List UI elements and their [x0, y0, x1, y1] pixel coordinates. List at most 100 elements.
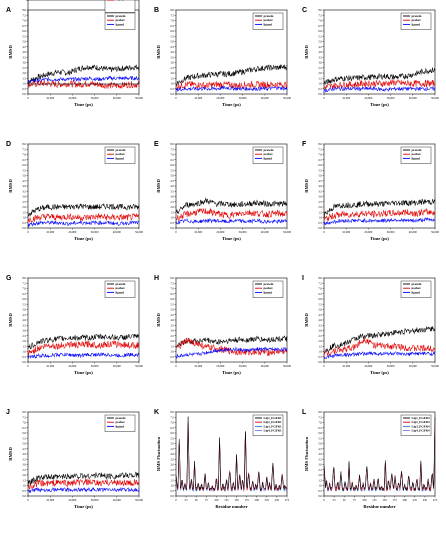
x-tick-label: 20,000: [68, 96, 77, 100]
y-tick-label: 2.5: [170, 334, 174, 338]
y-tick-label: 2.5: [22, 66, 26, 70]
y-tick-label: 6.5: [22, 158, 26, 162]
x-tick-label: 125: [224, 498, 229, 502]
y-tick-label: 6.0: [170, 297, 174, 301]
legend-entry: protein: [412, 282, 422, 286]
x-tick-label: 10,000: [342, 96, 351, 100]
y-tick-label: 2.0: [22, 71, 26, 75]
y-tick-label: 3.0: [170, 195, 174, 199]
y-tick-label: 8.0: [318, 276, 322, 280]
x-tick-label: 40,000: [113, 498, 122, 502]
x-tick-label: 40,000: [261, 96, 270, 100]
x-tick-label: 20,000: [68, 364, 77, 368]
y-tick-label: 7.5: [318, 281, 322, 285]
y-tick-label: 7.0: [22, 421, 26, 425]
y-tick-label: 6.0: [22, 29, 26, 33]
y-tick-label: 6.0: [170, 431, 174, 435]
x-tick-label: 0: [175, 96, 177, 100]
legend-entry: protein: [264, 148, 274, 152]
y-tick-label: 5.0: [318, 442, 322, 446]
y-tick-label: 6.5: [318, 158, 322, 162]
y-tick-label: 5.0: [170, 308, 174, 312]
x-tick-label: 20,000: [68, 230, 77, 234]
legend-entry: Lig2_FGFR4: [412, 420, 430, 424]
y-tick-label: 4.5: [170, 179, 174, 183]
series-line-ligand: [27, 352, 140, 359]
y-tick-label: 3.5: [318, 323, 322, 327]
y-tick-label: 3.0: [170, 329, 174, 333]
y-tick-label: 3.5: [170, 55, 174, 59]
y-tick-label: 0.5: [170, 489, 174, 493]
y-tick-label: 3.0: [22, 329, 26, 333]
y-tick-label: 6.0: [318, 29, 322, 33]
series-line-pocket: [175, 80, 288, 90]
x-tick-label: 0: [175, 230, 177, 234]
panel-label: D: [6, 141, 11, 148]
y-tick-label: 4.5: [170, 313, 174, 317]
x-tick-label: 250: [423, 498, 428, 502]
y-tick-label: 6.0: [318, 163, 322, 167]
y-tick-label: 6.0: [318, 297, 322, 301]
x-axis-label: Time (ps): [222, 370, 241, 375]
x-tick-label: 150: [382, 498, 387, 502]
y-tick-label: 4.5: [318, 313, 322, 317]
legend-entry: pocket: [116, 420, 126, 424]
y-axis-label: RMSD: [304, 179, 309, 193]
panel-F: F 0.00.51.0 1.52.02.53.0 3.54.04.55.0 5.56.0…: [302, 141, 440, 241]
x-axis-label: Time (ps): [74, 102, 93, 107]
y-tick-label: 1.5: [170, 478, 174, 482]
x-tick-label: 25: [333, 498, 336, 502]
y-tick-label: 4.0: [22, 0, 26, 1]
panel-A: A 0.00.51.0 1.52.02.53.0 3.54.04.55.0 5.56.0…: [6, 7, 144, 107]
y-tick-label: 5.5: [22, 34, 26, 38]
y-tick-label: 1.0: [318, 350, 322, 354]
x-tick-label: 0: [27, 364, 29, 368]
y-tick-label: 3.5: [318, 55, 322, 59]
legend-entry: protein: [116, 14, 126, 18]
x-axis-label: Time (ps): [222, 236, 241, 241]
x-tick-label: 30,000: [239, 230, 248, 234]
panel-E: E 0.00.51.0 1.52.02.53.0 3.54.04.55.0 5.56.0…: [154, 141, 292, 241]
x-tick-label: 0: [323, 498, 325, 502]
series-line-pocket: [27, 478, 140, 490]
panel-B: B 0.00.51.0 1.52.02.53.0 3.54.04.55.0 5.56.0…: [154, 7, 292, 107]
x-tick-label: 75: [57, 0, 60, 1]
legend-box: [104, 280, 136, 298]
y-tick-label: 5.5: [318, 168, 322, 172]
x-tick-label: 50: [195, 498, 198, 502]
legend-entry: ligand: [412, 156, 421, 160]
x-tick-label: 20,000: [364, 230, 373, 234]
y-tick-label: 6.0: [318, 431, 322, 435]
y-tick-label: 1.5: [170, 76, 174, 80]
legend-entry: ligand: [412, 22, 421, 26]
y-tick-label: 1.0: [22, 82, 26, 86]
y-tick-label: 7.5: [22, 0, 26, 1]
y-tick-label: 1.0: [22, 0, 26, 1]
series-line-protein: [175, 197, 288, 214]
y-tick-label: 4.5: [318, 45, 322, 49]
x-tick-label: 10,000: [46, 96, 55, 100]
y-tick-label: 6.5: [318, 24, 322, 28]
legend-entry: pocket: [412, 286, 422, 290]
legend-box: [252, 146, 284, 164]
y-tick-label: 8.0: [170, 410, 174, 414]
y-tick-label: 1.5: [22, 0, 26, 1]
y-tick-label: 5.0: [318, 308, 322, 312]
series-line-protein: [323, 67, 436, 86]
legend-box: [104, 12, 136, 30]
y-tick-label: 8.0: [22, 276, 26, 280]
y-tick-label: 0.5: [318, 87, 322, 91]
series-line-protein: [27, 333, 140, 350]
legend-entry: Lig4_FGFR4: [412, 429, 430, 433]
y-tick-label: 0.0: [318, 360, 322, 364]
x-tick-label: 75: [353, 498, 356, 502]
x-tick-label: 50,000: [135, 498, 144, 502]
x-tick-label: 0: [175, 498, 177, 502]
y-tick-label: 2.0: [170, 473, 174, 477]
y-tick-label: 2.5: [22, 0, 26, 1]
y-tick-label: 5.0: [22, 40, 26, 44]
x-tick-label: 10,000: [46, 498, 55, 502]
x-tick-label: 0: [323, 230, 325, 234]
y-tick-label: 5.5: [22, 0, 26, 1]
y-tick-label: 0.0: [22, 92, 26, 96]
